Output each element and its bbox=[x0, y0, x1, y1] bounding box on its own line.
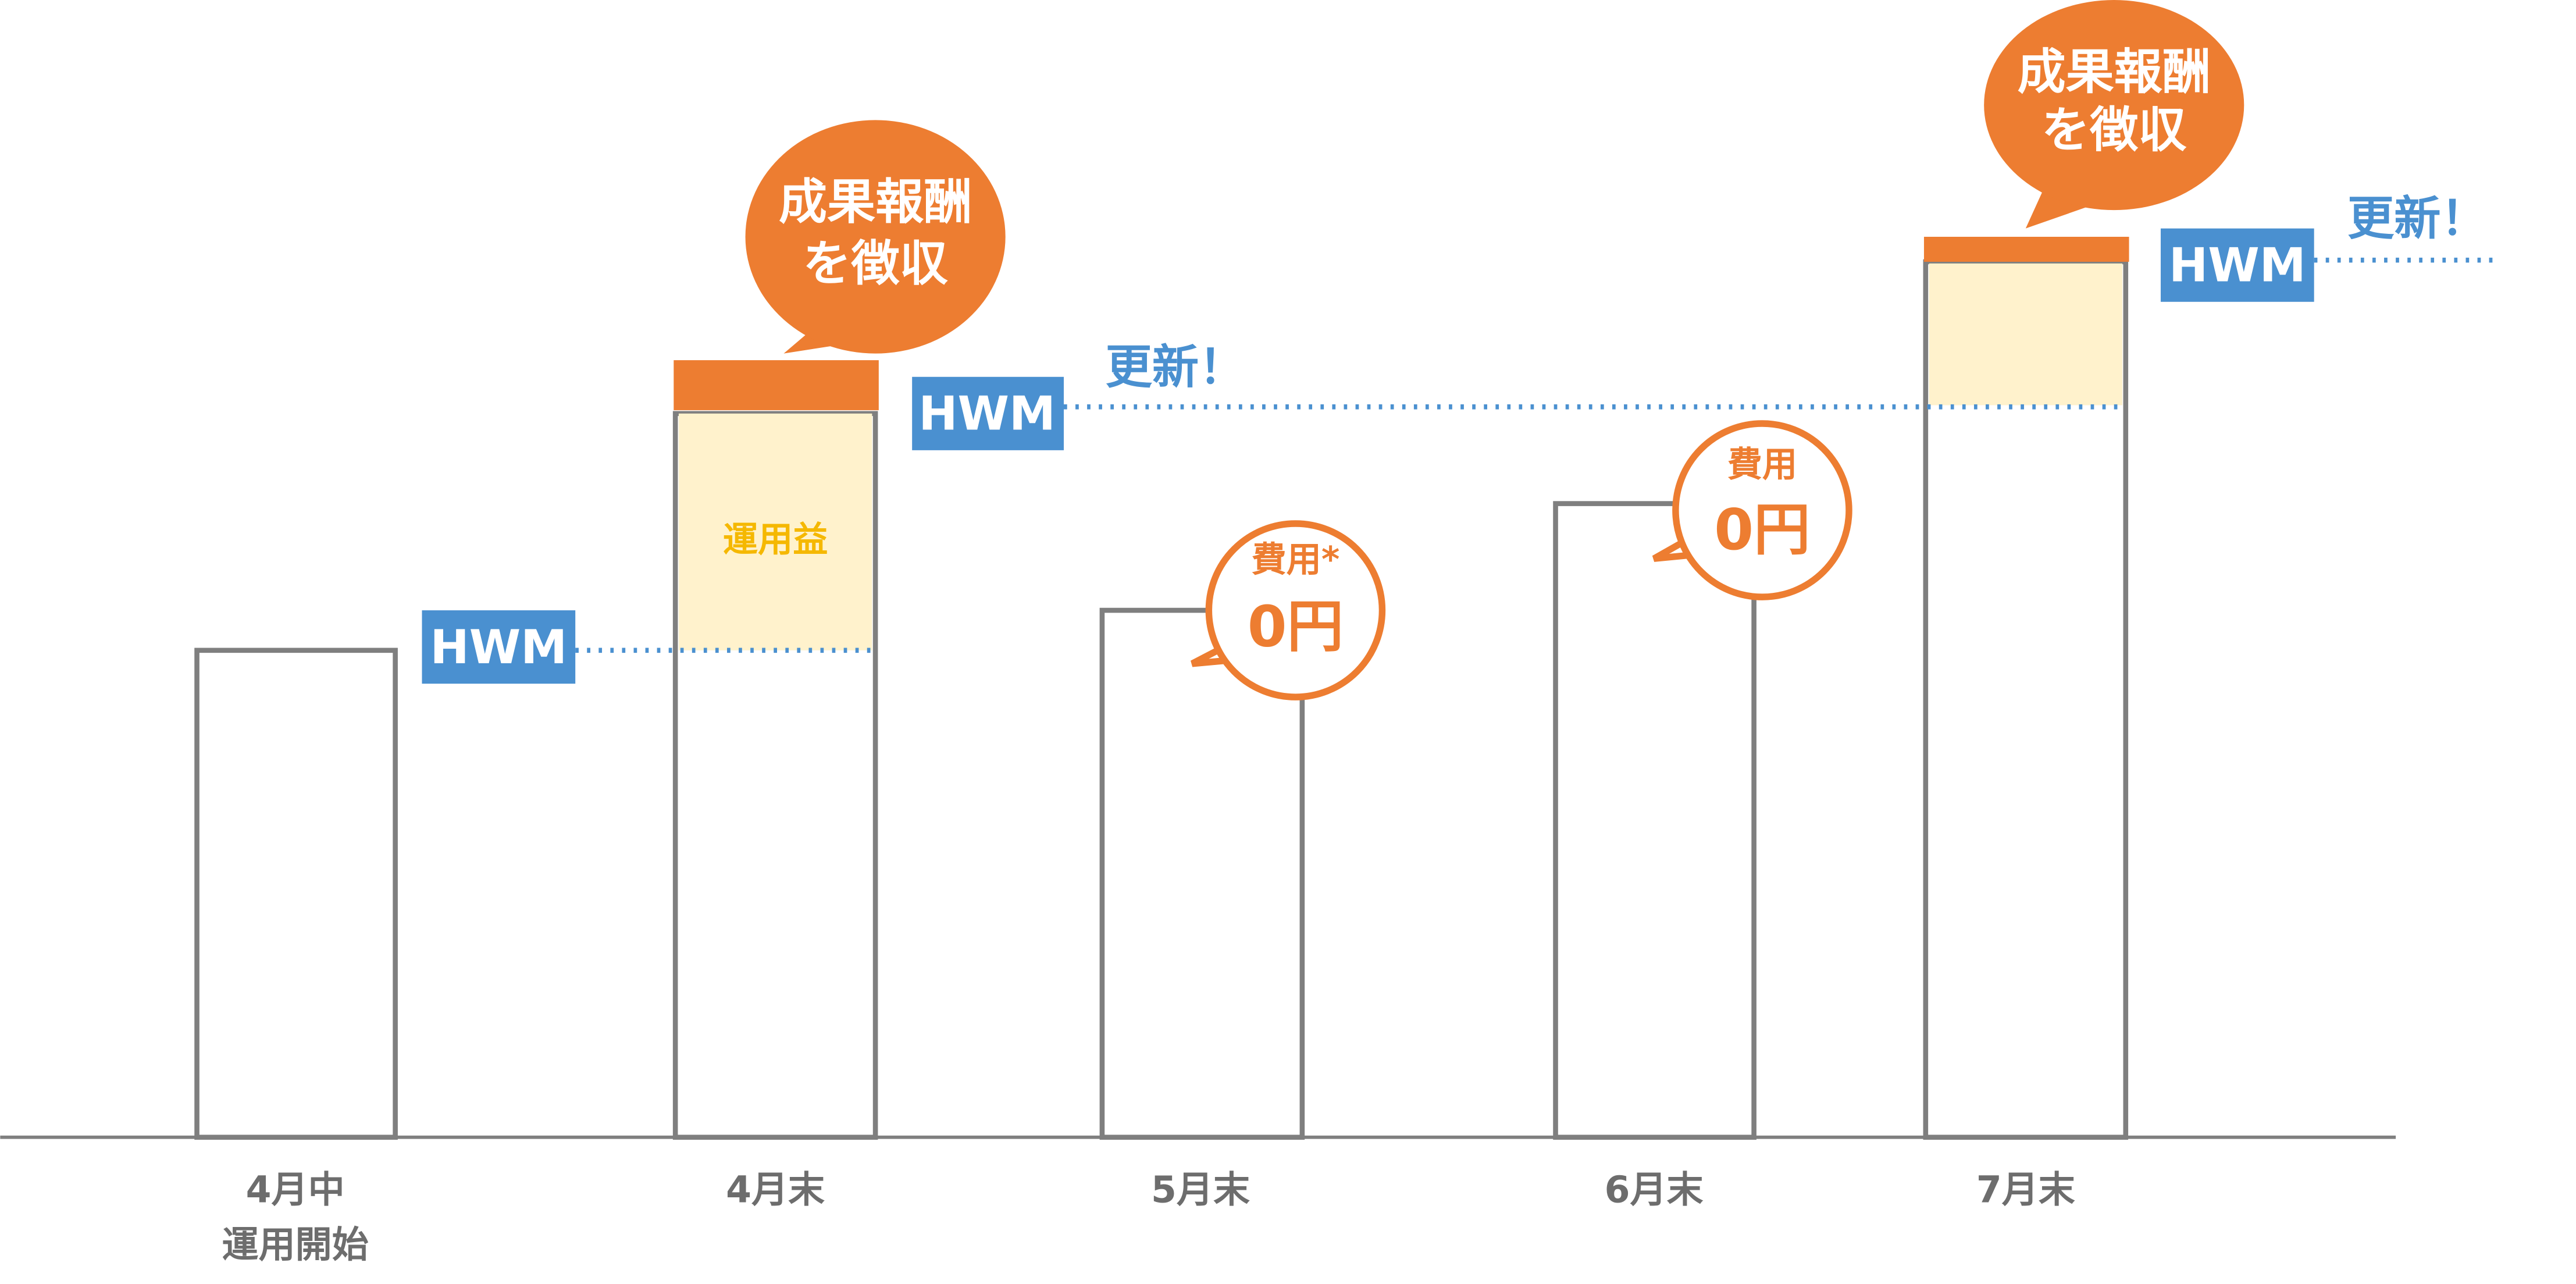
bar bbox=[1553, 501, 1756, 1140]
hwm-label: HWM bbox=[2169, 238, 2306, 292]
zero-fee-title: 費用 bbox=[1727, 444, 1797, 485]
bar bbox=[1099, 607, 1305, 1140]
fee-text: を徴収 bbox=[2041, 102, 2187, 158]
bar bbox=[194, 648, 398, 1140]
hwm-label: HWM bbox=[918, 387, 1056, 441]
zero-fee-amount: 0円 bbox=[1248, 593, 1344, 659]
bubble-tail-fill bbox=[1230, 638, 1254, 661]
fee-cap bbox=[674, 360, 879, 411]
hwm-label: HWM bbox=[430, 620, 568, 674]
hwm-box bbox=[422, 610, 576, 684]
x-label: 4月中 bbox=[246, 1168, 345, 1211]
fee-cap bbox=[1923, 237, 2129, 262]
fee-bubble bbox=[745, 120, 1006, 354]
x-label: 5月末 bbox=[1151, 1168, 1250, 1211]
x-label: 4月末 bbox=[726, 1168, 825, 1211]
hwm-box bbox=[912, 376, 1064, 450]
hwm-box bbox=[2160, 228, 2314, 302]
fee-text: を徴収 bbox=[803, 236, 948, 292]
x-label: 7月末 bbox=[1976, 1168, 2075, 1211]
profit-area bbox=[678, 413, 872, 650]
profit-label: 運用益 bbox=[723, 520, 828, 560]
fee-bubble bbox=[1984, 0, 2244, 211]
fee-text: 成果報酬 bbox=[2018, 44, 2211, 100]
fee-text: 成果報酬 bbox=[779, 173, 972, 230]
x-label: 6月末 bbox=[1605, 1168, 1704, 1211]
zero-fee-amount: 0円 bbox=[1714, 497, 1810, 563]
updated-label: 更新！ bbox=[1106, 340, 1246, 394]
profit-area bbox=[1929, 263, 2123, 406]
zero-fee-bubble bbox=[1672, 420, 1852, 600]
x-label: 運用開始 bbox=[222, 1223, 369, 1266]
bubble-tail-fill bbox=[1688, 533, 1712, 556]
zero-fee-title: 費用* bbox=[1251, 540, 1339, 581]
updated-label: 更新！ bbox=[2347, 191, 2488, 246]
